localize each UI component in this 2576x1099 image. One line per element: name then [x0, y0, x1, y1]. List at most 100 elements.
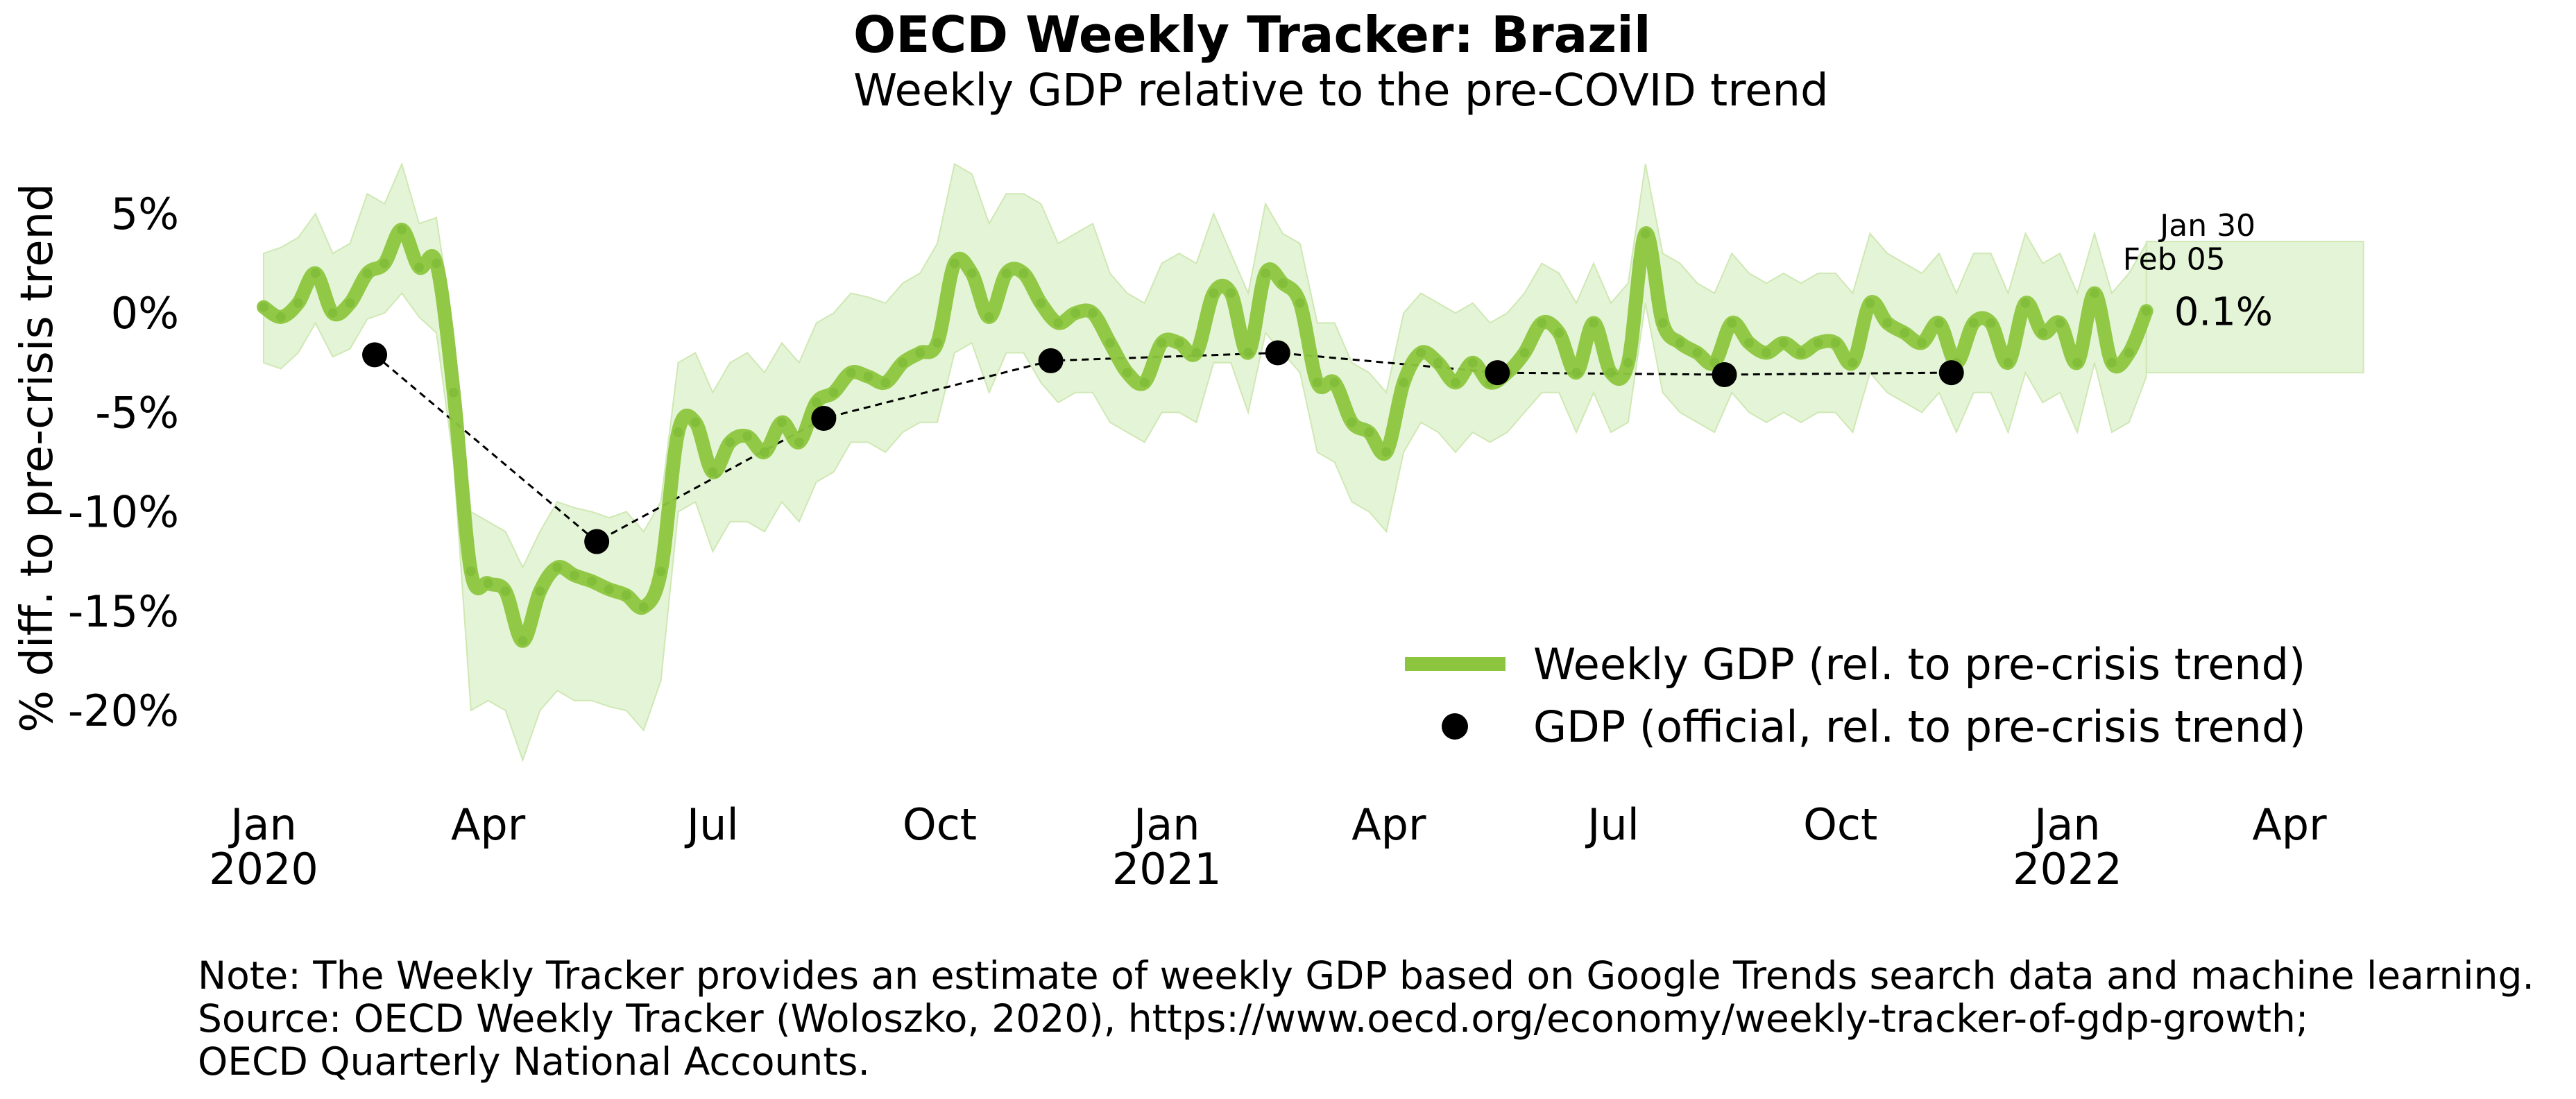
weekly-gdp-point [915, 348, 926, 358]
weekly-gdp-point [1830, 338, 1841, 348]
annotation-date-2: Feb 05 [2123, 242, 2226, 278]
y-tick-label: 0% [111, 288, 179, 339]
official-gdp-point [1938, 360, 1964, 386]
weekly-gdp-point [1727, 318, 1737, 328]
x-tick-label: Jan [228, 799, 297, 850]
x-tick-label: Apr [1351, 799, 1426, 850]
weekly-gdp-point [259, 302, 268, 312]
weekly-gdp-point [708, 467, 718, 477]
source-line-2: OECD Quarterly National Accounts. [198, 1039, 870, 1084]
chart-subtitle: Weekly GDP relative to the pre-COVID tre… [853, 65, 1829, 117]
y-tick-label: -10% [68, 487, 179, 538]
x-tick-label: Apr [2252, 799, 2327, 850]
x-tick-label: 2022 [2013, 844, 2122, 894]
weekly-gdp-point [1416, 348, 1426, 358]
weekly-gdp-point [1364, 427, 1374, 438]
official-gdp-point [1712, 361, 1737, 387]
weekly-gdp-point [1467, 357, 1478, 368]
weekly-gdp-point [2141, 306, 2151, 316]
x-tick-label: 2021 [1112, 844, 1222, 894]
weekly-gdp-point [570, 570, 580, 581]
weekly-gdp-point [863, 371, 873, 382]
weekly-gdp-point [1813, 338, 1823, 348]
weekly-gdp-point [293, 298, 303, 308]
weekly-gdp-point [1934, 318, 1944, 328]
weekly-gdp-point [880, 377, 891, 388]
weekly-gdp-point [932, 338, 942, 348]
weekly-gdp-point [310, 268, 321, 278]
weekly-gdp-point [846, 368, 856, 378]
official-gdp-dashed-line [374, 351, 1952, 543]
weekly-gdp-point [1571, 368, 1582, 378]
official-gdp-series [362, 340, 1964, 554]
weekly-gdp-point [898, 357, 908, 368]
weekly-gdp-point [776, 417, 787, 427]
source-line: Source: OECD Weekly Tracker (Woloszko, 2… [198, 996, 2308, 1041]
weekly-gdp-point [483, 578, 493, 588]
weekly-gdp-point [1450, 377, 1460, 388]
weekly-gdp-point [1174, 338, 1184, 348]
y-tick-label: -20% [68, 685, 179, 736]
weekly-gdp-point [1018, 268, 1029, 278]
weekly-gdp-point [1191, 348, 1202, 358]
weekly-gdp-point [1329, 377, 1340, 388]
weekly-gdp-point [552, 562, 563, 572]
weekly-gdp-point [2124, 348, 2134, 358]
weekly-gdp-point [1657, 318, 1668, 328]
weekly-gdp-point [466, 566, 476, 577]
y-tick-label: -5% [95, 387, 179, 438]
weekly-gdp-point [690, 417, 701, 427]
weekly-gdp-point [327, 308, 338, 318]
weekly-gdp-point [1675, 338, 1685, 348]
official-gdp-point [362, 342, 388, 368]
official-gdp-point [1485, 360, 1510, 386]
official-gdp-point [1265, 340, 1290, 366]
legend-swatch-official [1442, 713, 1468, 740]
weekly-gdp-point [656, 566, 666, 577]
weekly-gdp-point [535, 586, 545, 597]
weekly-gdp-point [1139, 377, 1150, 388]
x-tick-label: Jan [2031, 799, 2101, 850]
uncertainty-bands [263, 162, 2364, 763]
weekly-gdp-point [2072, 357, 2083, 368]
weekly-gdp-point [673, 427, 683, 438]
weekly-gdp-point [1900, 327, 1910, 338]
weekly-gdp-point [500, 586, 511, 597]
weekly-gdp-point [414, 262, 425, 273]
weekly-gdp-point [1605, 368, 1616, 378]
weekly-gdp-point [759, 447, 769, 457]
weekly-gdp-point [638, 602, 649, 613]
official-gdp-connector [374, 351, 1952, 543]
confidence-band [263, 162, 2147, 763]
x-tick-label: Jul [1585, 799, 1639, 850]
weekly-gdp-point [621, 590, 631, 600]
weekly-gdp-point [1778, 338, 1789, 348]
weekly-gdp-point [1519, 348, 1530, 358]
weekly-gdp-point [1537, 318, 1547, 328]
x-tick-label: Jul [684, 799, 739, 850]
weekly-gdp-point [1433, 357, 1443, 368]
y-axis-label: % diff. to pre-crisis trend [12, 183, 63, 733]
weekly-gdp-point [2090, 288, 2100, 298]
official-gdp-point [1038, 348, 1064, 373]
weekly-gdp-point [1761, 348, 1771, 358]
x-tick-label: Oct [1803, 799, 1877, 850]
weekly-gdp-point [1260, 268, 1270, 278]
y-tick-label: -15% [68, 586, 179, 637]
weekly-gdp-point [1986, 318, 1996, 328]
weekly-gdp-point [1347, 417, 1357, 427]
weekly-gdp-point [2055, 318, 2065, 328]
weekly-gdp-point [1968, 318, 1979, 328]
weekly-gdp-point [949, 258, 959, 269]
annotation-latest-value: 0.1% [2174, 289, 2273, 334]
weekly-gdp-point [1312, 377, 1322, 388]
weekly-gdp-point [1554, 327, 1564, 338]
weekly-gdp-point [2020, 298, 2031, 308]
weekly-gdp-point [518, 636, 528, 646]
weekly-gdp-point [1399, 377, 1409, 388]
weekly-gdp-point [1692, 348, 1703, 358]
chart-title: OECD Weekly Tracker: Brazil [853, 6, 1651, 64]
weekly-gdp-point [397, 224, 407, 235]
y-tick-label: 5% [111, 189, 179, 239]
